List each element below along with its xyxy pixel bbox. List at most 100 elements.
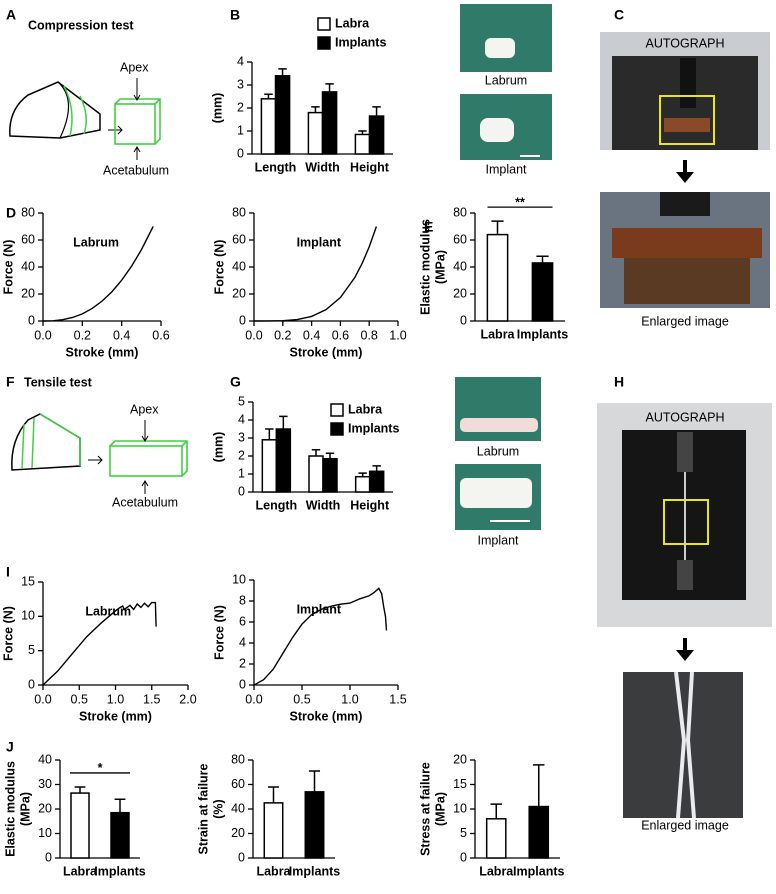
x-tick-label: 0.0: [34, 692, 51, 706]
x-tick-label: Height: [350, 160, 390, 174]
error-bar: [533, 764, 545, 807]
chart-title: Implant: [297, 602, 342, 616]
highlight-box: [663, 499, 709, 545]
sample-strip-edge: [109, 440, 188, 477]
bar: [322, 457, 338, 493]
y-tick-label: 5: [238, 394, 245, 408]
y-tick-label: 3: [238, 430, 245, 444]
bar: [275, 428, 292, 493]
panel-letter: E: [424, 219, 433, 235]
y-tick-label: 0: [45, 850, 52, 864]
sample-strip: [109, 445, 183, 477]
x-axis-label: Stroke (mm): [66, 345, 139, 359]
legend-label: Labra: [348, 402, 383, 416]
y-tick-label: 4: [238, 412, 245, 426]
diagram-label: Apex: [120, 60, 149, 74]
x-tick-label: 0.4: [303, 328, 320, 342]
y-tick-label: 0: [460, 850, 467, 864]
y-axis-label: (MPa): [433, 250, 447, 284]
bar: [307, 111, 324, 155]
compression-machine: AUTOGRAPH Enlarged image: [600, 32, 770, 328]
x-tick-label: 1.5: [389, 692, 406, 706]
grip: [677, 432, 693, 472]
panel-letter: B: [230, 7, 240, 23]
grip: [677, 560, 693, 590]
y-tick-label: 40: [21, 259, 35, 273]
legend-label: Labra: [335, 16, 370, 30]
y-tick-label: 10: [232, 572, 246, 586]
sample: [480, 118, 514, 142]
sample: [485, 38, 515, 58]
error-bar: [358, 472, 367, 477]
y-tick-label: 0: [237, 146, 244, 160]
diagram-label: Acetabulum: [103, 163, 169, 177]
y-tick-label: 3: [237, 77, 244, 91]
significance-label: *: [98, 761, 103, 775]
x-tick-label: 0.0: [34, 328, 51, 342]
panel-letter: J: [6, 739, 14, 755]
y-tick-label: 6: [239, 614, 246, 628]
chart: 0 2 4 6 8 10 Force (N) 0.0 0.5 1.0 1.5 Stroke (mm) I…: [212, 572, 406, 723]
y-tick-label: 80: [231, 752, 245, 766]
bar: [368, 470, 385, 493]
y-axis-label: Force (N): [1, 606, 15, 661]
specimen: [674, 671, 696, 819]
y-tick-label: 30: [38, 777, 52, 791]
y-tick-label: 60: [21, 232, 35, 246]
photo-label: Implant: [478, 533, 520, 547]
chart: 0 20 40 60 80 Force (N) 0.0 0.2 0.4 0.6 0.8 1.0 Stro…: [212, 205, 406, 359]
x-tick-label: 0.2: [274, 328, 291, 342]
legend-label: Implants: [348, 421, 399, 435]
tensile-machine: AUTOGRAPH Enlarged image: [597, 403, 772, 832]
cut-lines: [63, 85, 87, 137]
x-tick-label: Width: [306, 498, 341, 512]
diagram-title: Compression test: [28, 18, 134, 32]
y-tick-label: 20: [231, 826, 245, 840]
line: [42, 601, 157, 686]
y-tick-label: 10: [21, 609, 35, 623]
diagram-label: Acetabulum: [112, 495, 178, 509]
x-tick-label: Implants: [289, 864, 340, 878]
x-tick-label: Height: [350, 498, 390, 512]
x-tick-label: 2.0: [179, 692, 196, 706]
panel-letter: F: [6, 374, 15, 390]
chart: 0 5 10 15 20 Stress at failure (MPa) Labra Impla…: [418, 752, 564, 878]
bar: [308, 455, 324, 493]
y-tick-label: 5: [460, 826, 467, 840]
x-tick-label: Labra: [480, 327, 515, 341]
panel-letter: A: [6, 7, 16, 23]
bar: [486, 233, 509, 322]
error-bar: [311, 448, 321, 456]
legend-swatch: [330, 403, 344, 417]
legend-swatch: [317, 17, 331, 31]
x-tick-label: 0.6: [332, 328, 349, 342]
y-tick-label: 4: [237, 54, 244, 68]
platen: [612, 228, 762, 258]
tissue-outline: [9, 81, 101, 139]
y-axis-label: Force (N): [212, 240, 226, 295]
y-tick-label: 40: [453, 259, 467, 273]
x-tick-label: Length: [255, 498, 297, 512]
x-tick-label: Implants: [513, 864, 564, 878]
chart: 0 1 2 3 4 (mm) Length Width Height Labra Implants: [210, 16, 393, 174]
y-tick-label: 20: [232, 286, 246, 300]
photo-label: Enlarged image: [641, 314, 729, 328]
error-bar: [536, 255, 549, 263]
y-tick-label: 80: [232, 205, 246, 219]
load-cell: [680, 58, 696, 108]
y-tick-label: 1: [238, 466, 245, 480]
y-tick-label: 15: [21, 574, 35, 588]
sample-cube-edge: [114, 98, 161, 145]
y-tick-label: 60: [453, 232, 467, 246]
x-tick-label: 0.5: [293, 692, 310, 706]
x-tick-label: 1.0: [107, 692, 124, 706]
y-tick-label: 40: [231, 801, 245, 815]
cut-lines: [21, 413, 81, 469]
bar: [110, 811, 130, 859]
x-tick-label: Labra: [256, 864, 291, 878]
arrow: [133, 78, 141, 101]
y-tick-label: 4: [239, 635, 246, 649]
bar: [321, 91, 338, 155]
x-tick-label: 0.0: [245, 692, 262, 706]
x-axis-label: Stroke (mm): [79, 709, 152, 723]
